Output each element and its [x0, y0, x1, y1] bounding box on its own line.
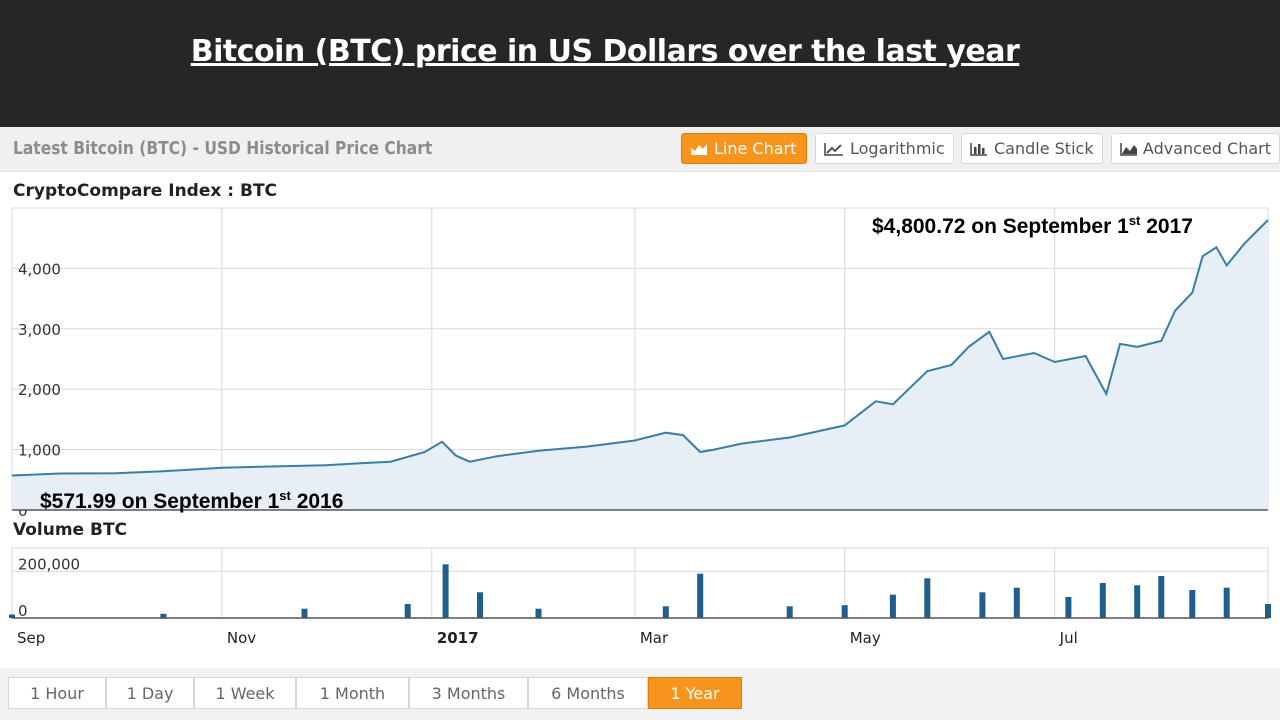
- x-tick-label: Mar: [640, 629, 669, 647]
- range-1-month-button[interactable]: 1 Month: [296, 677, 409, 709]
- volume-y-tick-label: 200,000: [18, 555, 80, 573]
- volume-bar: [1158, 576, 1165, 618]
- price-y-tick-label: 2,000: [18, 381, 61, 399]
- candle-stick-label: Candle Stick: [994, 139, 1094, 158]
- logarithmic-label: Logarithmic: [850, 139, 945, 158]
- volume-bar: [979, 592, 986, 618]
- price-y-tick-label: 1,000: [18, 442, 61, 460]
- volume-bar: [662, 606, 669, 618]
- area-chart-icon: [691, 143, 707, 155]
- volume-bar: [9, 614, 15, 618]
- volume-bar: [1099, 583, 1106, 618]
- range-1-hour-button[interactable]: 1 Hour: [8, 677, 106, 709]
- candle-stick-button[interactable]: Candle Stick: [961, 133, 1103, 164]
- start-price-annotation: $571.99 on September 1st 2016: [40, 488, 343, 513]
- x-tick-label: Sep: [17, 629, 45, 647]
- price-line: [11, 219, 1269, 477]
- volume-bar: [1065, 597, 1072, 618]
- price-y-axis: 0 1,000 2,000 3,000 4,000: [18, 260, 61, 520]
- price-chart-title: CryptoCompare Index : BTC: [13, 181, 277, 201]
- volume-bars: [9, 564, 1271, 619]
- volume-chart-title: Volume BTC: [13, 520, 127, 540]
- volume-bar: [841, 605, 848, 618]
- price-y-tick-label: 4,000: [18, 260, 61, 278]
- price-y-tick-label: 0: [18, 502, 28, 520]
- range-1-day-button[interactable]: 1 Day: [106, 677, 194, 709]
- range-1-week-button[interactable]: 1 Week: [194, 677, 296, 709]
- x-tick-label: Nov: [227, 629, 256, 647]
- volume-bar: [924, 578, 931, 618]
- range-3-months-button[interactable]: 3 Months: [409, 677, 528, 709]
- range-1-year-button[interactable]: 1 Year: [648, 677, 742, 709]
- price-y-tick-label: 3,000: [18, 321, 61, 339]
- title-band: [0, 0, 1280, 127]
- advanced-chart-button[interactable]: Advanced Chart: [1111, 133, 1280, 164]
- candle-chart-icon: [970, 142, 987, 156]
- x-axis: Sep Nov 2017 Mar May Jul: [17, 629, 1078, 647]
- volume-y-tick-label: 0: [18, 602, 28, 620]
- line-chart-label: Line Chart: [714, 139, 797, 158]
- volume-y-axis: 0 200,000: [18, 555, 80, 620]
- volume-bar: [301, 608, 308, 618]
- volume-bar: [1013, 587, 1020, 618]
- volume-bar: [1134, 585, 1141, 618]
- logarithmic-button[interactable]: Logarithmic: [815, 133, 954, 164]
- line-chart-button[interactable]: Line Chart: [681, 133, 807, 164]
- x-tick-label: 2017: [437, 629, 479, 647]
- chart-area: CryptoCompare Index : BTC 0 1,000 2,000 3,0…: [9, 181, 1271, 647]
- volume-grid: [11, 547, 1269, 619]
- volume-bar: [535, 608, 542, 618]
- volume-bar: [404, 604, 411, 618]
- mountain-chart-icon: [1120, 142, 1137, 156]
- x-tick-label: Jul: [1059, 629, 1078, 647]
- range-6-months-button[interactable]: 6 Months: [528, 677, 648, 709]
- volume-bar: [442, 564, 449, 618]
- volume-bar: [1223, 587, 1230, 618]
- volume-bar: [1265, 604, 1271, 618]
- line-chart-icon: [824, 142, 843, 156]
- advanced-chart-label: Advanced Chart: [1142, 139, 1271, 158]
- volume-bar: [1189, 590, 1196, 618]
- end-price-annotation: $4,800.72 on September 1st 2017: [872, 213, 1193, 238]
- volume-bar: [477, 592, 483, 618]
- price-area: [12, 220, 1268, 510]
- x-tick-label: May: [850, 629, 881, 647]
- volume-bar: [697, 573, 704, 618]
- volume-bar: [786, 606, 793, 618]
- volume-bar: [160, 613, 167, 618]
- slide-title: Bitcoin (BTC) price in US Dollars over t…: [190, 34, 1020, 69]
- chart-heading: Latest Bitcoin (BTC) - USD Historical Pr…: [13, 138, 433, 159]
- volume-bar: [889, 594, 896, 618]
- volume-frame: [11, 547, 1269, 619]
